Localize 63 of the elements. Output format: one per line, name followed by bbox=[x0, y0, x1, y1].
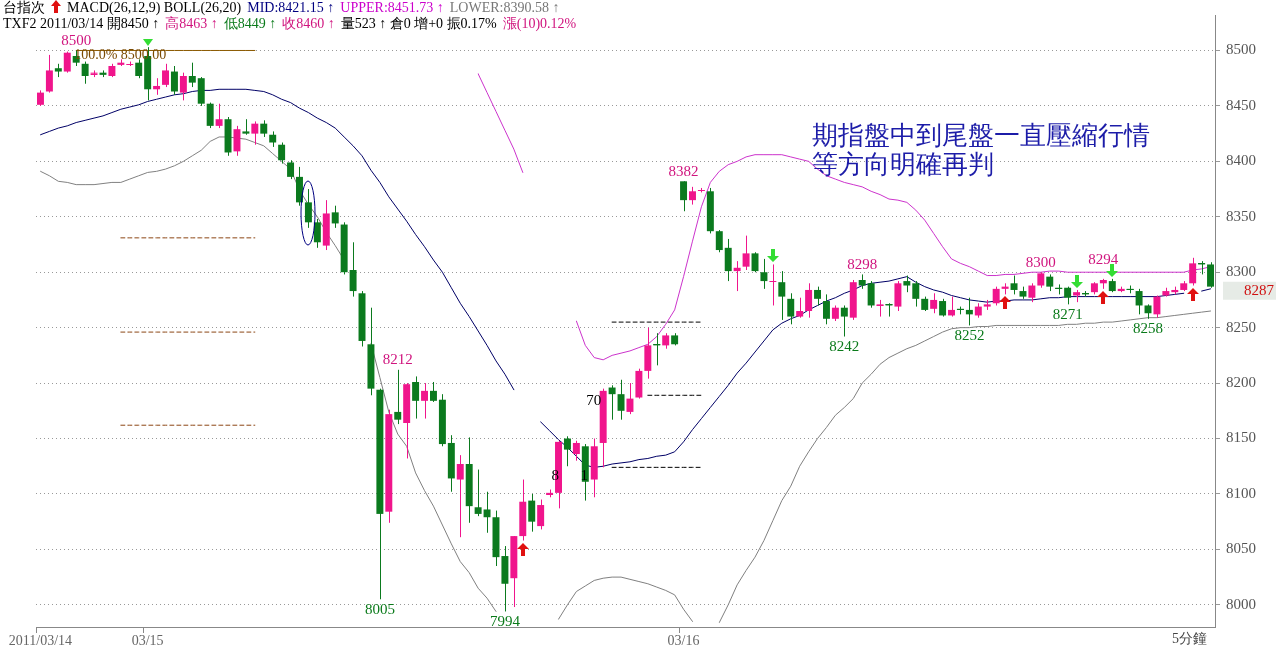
y-tick-label: 8100 bbox=[1226, 484, 1256, 501]
y-tick-label: 8000 bbox=[1226, 595, 1256, 612]
candlestick bbox=[188, 62, 196, 88]
annotation: 漲(10)0.12% bbox=[502, 16, 577, 32]
annotation: 8500 bbox=[61, 31, 92, 48]
annotation: 8005 bbox=[364, 600, 395, 617]
annotation: 台指次 bbox=[3, 0, 45, 16]
annotation: UPPER:8451.73 ↑ bbox=[340, 0, 444, 16]
annotation: 低8449 ↑ bbox=[223, 16, 277, 32]
annotation: MID:8421.15 ↑ bbox=[247, 0, 335, 16]
annotation: 8252 bbox=[954, 326, 985, 343]
candlestick bbox=[1037, 271, 1045, 289]
candlestick bbox=[1073, 289, 1081, 303]
x-tick-label: 03/15 bbox=[131, 633, 164, 649]
candlestick bbox=[1162, 287, 1170, 298]
annotation: 8298 bbox=[847, 255, 878, 272]
annotation: 高8463 ↑ bbox=[165, 16, 218, 32]
candlestick bbox=[742, 235, 750, 271]
y-tick-label: 8200 bbox=[1226, 374, 1256, 391]
annotation: 1 bbox=[580, 467, 588, 484]
x-tick-label: 03/16 bbox=[667, 633, 700, 649]
annotation: LOWER:8390.58 ↑ bbox=[449, 0, 560, 16]
candlestick bbox=[768, 263, 777, 306]
candlestick bbox=[1010, 275, 1018, 295]
text: 8287 bbox=[1244, 281, 1275, 298]
candlestick bbox=[778, 270, 786, 321]
annotation: 8212 bbox=[382, 351, 413, 368]
annotation: 7994 bbox=[489, 612, 521, 629]
text: 5分鐘 bbox=[1172, 631, 1207, 647]
candlestick bbox=[1180, 280, 1188, 292]
candlestick bbox=[162, 63, 169, 88]
candlestick bbox=[474, 469, 482, 517]
candlestick bbox=[287, 159, 295, 180]
y-tick-label: 8250 bbox=[1226, 318, 1256, 335]
y-tick-label: 8500 bbox=[1226, 41, 1256, 58]
annotation: 量523 ↑ 倉0 增+0 振0.17% bbox=[340, 16, 497, 32]
x-tick-label: 2011/03/14 bbox=[8, 633, 73, 649]
y-tick-label: 8300 bbox=[1226, 263, 1256, 280]
y-tick-label: 8450 bbox=[1226, 96, 1256, 113]
annotation: 8271 bbox=[1052, 305, 1083, 322]
annotation: 8294 bbox=[1088, 251, 1119, 268]
candlestick bbox=[215, 103, 223, 129]
annotation: 等方向明確再判 bbox=[812, 149, 994, 181]
y-tick-label: 8350 bbox=[1226, 207, 1256, 224]
candlestick bbox=[983, 299, 991, 311]
candlestick bbox=[858, 273, 866, 290]
annotation: MACD(26,12,9) BOLL(26,20) bbox=[67, 0, 242, 16]
candlestick bbox=[796, 297, 804, 319]
y-tick-label: 8400 bbox=[1226, 152, 1256, 169]
annotation: 收8460 ↑ bbox=[282, 16, 335, 32]
annotation: 8242 bbox=[829, 337, 860, 354]
annotation: 期指盤中到尾盤一直壓縮行情 bbox=[812, 120, 1150, 151]
candlestick bbox=[242, 118, 250, 136]
candlestick bbox=[54, 63, 62, 78]
candlestick bbox=[903, 275, 911, 293]
y-tick-label: 8050 bbox=[1226, 540, 1256, 557]
annotation: 8300 bbox=[1025, 253, 1056, 270]
annotation: TXF2 2011/03/14 開8450 ↑ bbox=[3, 16, 160, 32]
candlestick bbox=[45, 54, 53, 94]
annotation: 8382 bbox=[668, 162, 699, 179]
candlestick bbox=[1019, 286, 1027, 300]
y-tick-label: 8150 bbox=[1226, 429, 1256, 446]
annotation: 8258 bbox=[1133, 320, 1164, 337]
